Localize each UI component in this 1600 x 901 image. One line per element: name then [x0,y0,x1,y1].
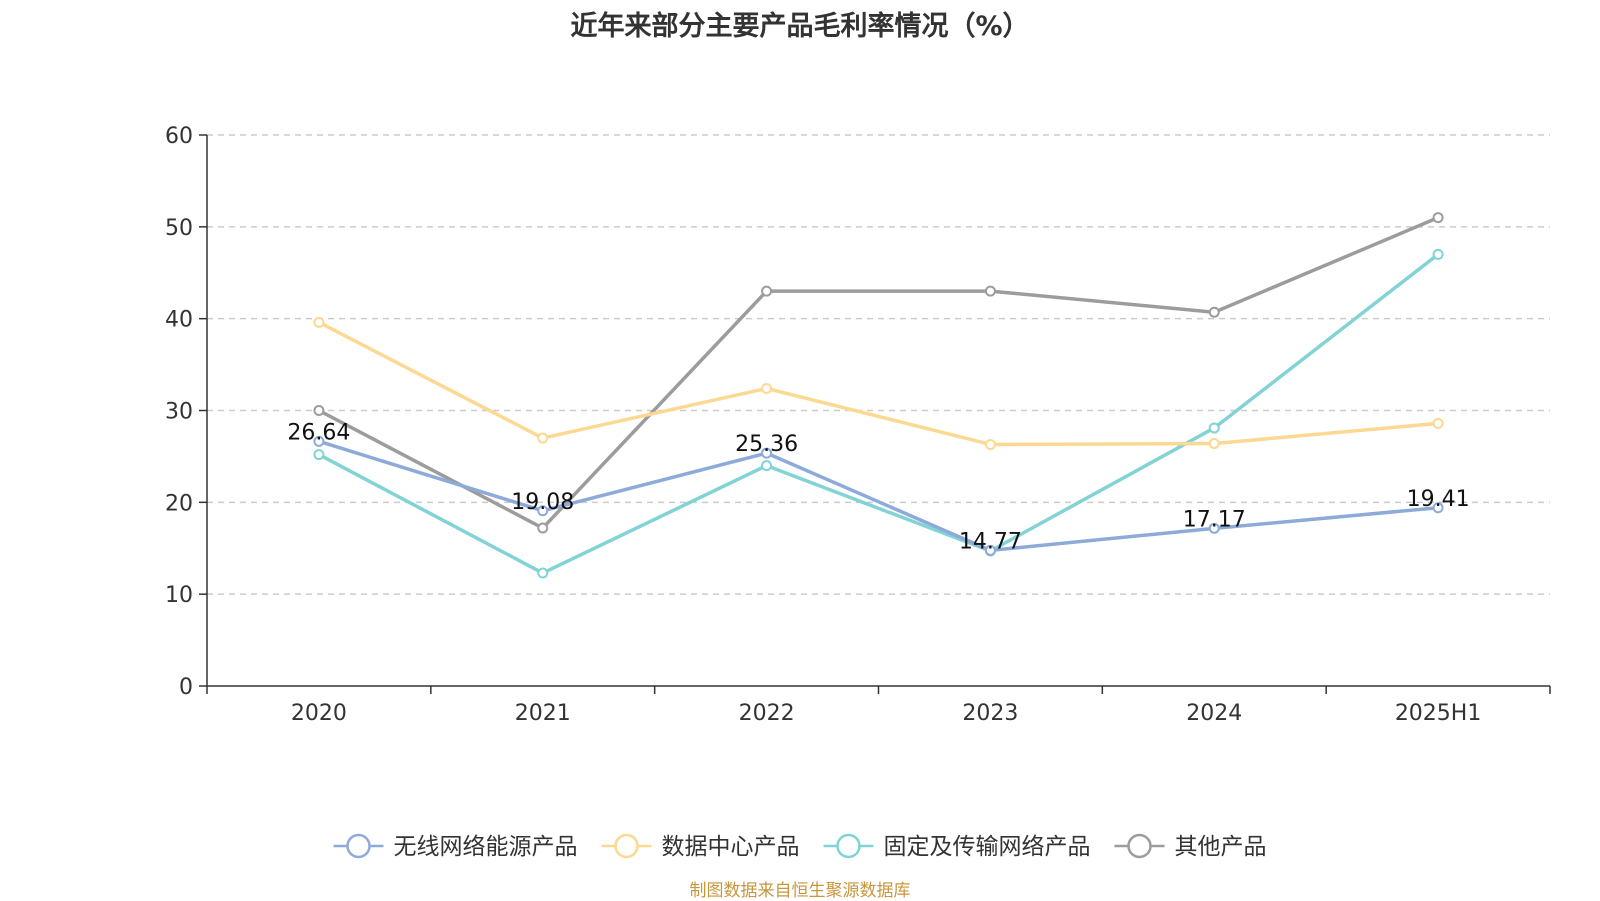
data-point [1432,502,1444,514]
chart-title: 近年来部分主要产品毛利率情况（%） [570,11,1030,42]
series-1 [313,435,1444,556]
legend-label: 固定及传输网络产品 [884,834,1091,860]
y-tick-label: 60 [165,124,193,149]
y-tick-label: 40 [165,308,193,333]
x-tick-label: 2025H1 [1395,701,1482,726]
x-tick-label: 2024 [1186,701,1242,726]
data-point [1432,248,1444,260]
data-point [761,460,773,472]
gridlines [207,134,1550,595]
data-point [313,316,325,328]
x-tick-label: 2020 [291,701,347,726]
y-tick-label: 0 [179,675,193,700]
series-3 [313,248,1444,579]
x-tick-label: 2023 [962,701,1018,726]
data-point [313,435,325,447]
data-point [537,432,549,444]
data-point [1432,212,1444,224]
legend-circle-icon [614,833,639,859]
series-4 [313,212,1444,534]
legend-item-4[interactable]: 其他产品 [1114,833,1267,860]
series-line [318,216,1439,530]
y-tick-label: 50 [165,216,193,241]
series-lines [313,212,1444,579]
legend-circle-icon [346,833,371,859]
data-point [537,505,549,517]
series-line [318,439,1439,553]
data-point [984,438,996,450]
data-point [984,285,996,297]
data-label: 26.64 [287,420,350,445]
data-point [761,285,773,297]
legend-circle-icon [1127,833,1152,859]
series-2 [313,316,1444,450]
data-label: 14.77 [959,529,1022,554]
data-point [537,522,549,534]
series-line [318,253,1440,575]
data-point [761,382,773,394]
x-tick-label: 2022 [739,701,795,726]
data-point [761,447,773,459]
source-note: 制图数据来自恒生聚源数据库 [689,881,911,901]
legend-item-1[interactable]: 无线网络能源产品 [333,833,578,860]
data-point [1208,438,1220,450]
series-line [318,320,1439,447]
y-tick-label: 30 [165,400,193,425]
data-point [313,405,325,416]
legend-item-3[interactable]: 固定及传输网络产品 [823,833,1091,860]
data-label: 17.17 [1183,507,1246,532]
data-label: 19.41 [1407,487,1470,512]
y-tick-label: 10 [165,583,193,608]
data-labels: 26.64 19.08 25.36 14.77 17.17 19.41 [287,420,1469,554]
legend-circle-icon [836,833,861,859]
data-label: 25.36 [735,432,798,457]
data-point [537,567,549,579]
y-tick-label: 20 [165,491,193,516]
legend[interactable]: 无线网络能源产品 数据中心产品 固定及传输网络产品 其他产品 [333,833,1267,860]
data-point [984,544,996,556]
data-point [1208,422,1220,434]
data-point [313,449,325,461]
data-point [1208,522,1220,534]
legend-label: 其他产品 [1175,834,1267,860]
axes: 0 10 20 30 40 50 60 2020 2021 2022 2023 2024 2025H1 [165,124,1551,726]
data-point [1432,417,1444,429]
legend-item-2[interactable]: 数据中心产品 [601,833,800,860]
data-label: 19.08 [511,490,574,515]
legend-label: 无线网络能源产品 [394,834,578,860]
data-point [1208,306,1220,318]
legend-label: 数据中心产品 [662,834,800,860]
x-tick-label: 2021 [515,701,571,726]
